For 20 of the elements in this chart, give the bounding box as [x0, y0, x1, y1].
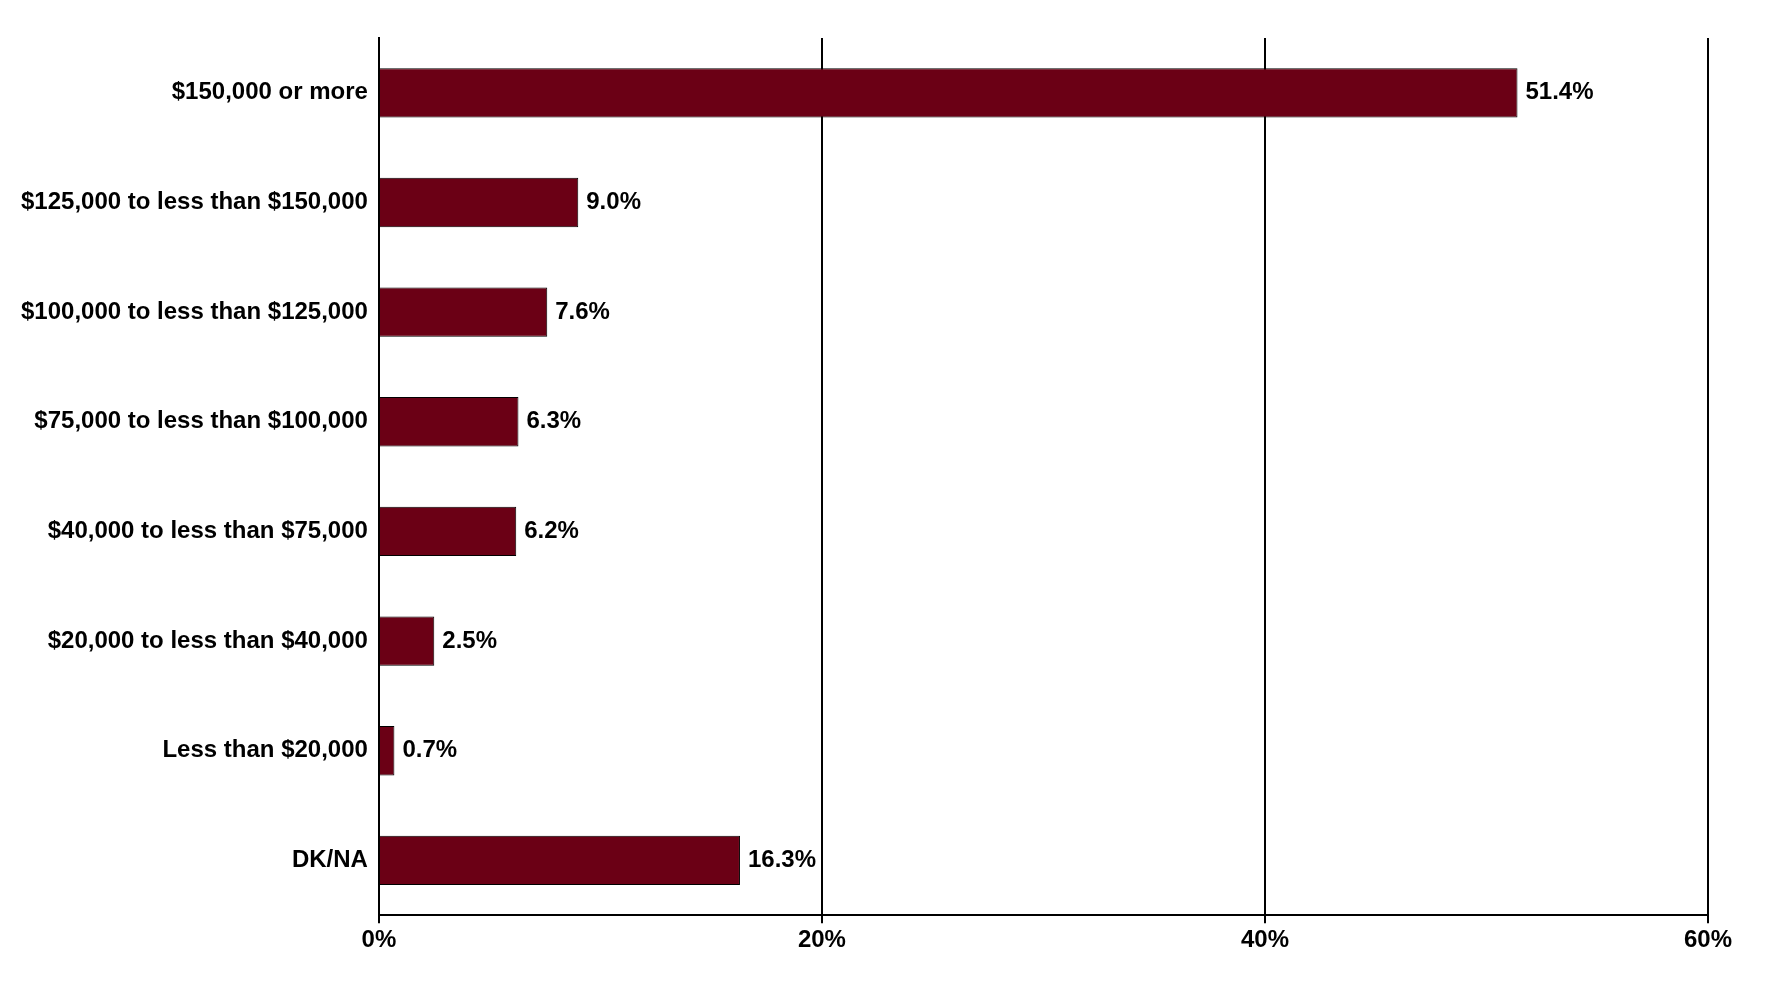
data-label: 7.6%	[555, 296, 610, 324]
y-tick-label: $150,000 or more	[171, 77, 368, 105]
x-tick-label: 20%	[797, 925, 846, 953]
data-label: 6.3%	[526, 406, 582, 434]
x-tick-label: 60%	[1683, 925, 1733, 953]
data-label: 51.4%	[1525, 77, 1594, 105]
y-tick-label: $40,000 to less than $75,000	[47, 516, 368, 544]
y-tick-label: $20,000 to less than $40,000	[47, 625, 368, 653]
data-label: 0.7%	[402, 735, 458, 763]
x-tick-label: 0%	[361, 925, 397, 953]
data-label: 16.3%	[747, 845, 817, 872]
data-label: 9.0%	[586, 187, 641, 215]
x-tick-label: 40%	[1240, 925, 1289, 953]
y-tick-label: $75,000 to less than $100,000	[34, 406, 368, 434]
y-tick-label: Less than $20,000	[162, 735, 368, 763]
y-tick-label: $125,000 to less than $150,000	[20, 187, 368, 215]
y-tick-label: $100,000 to less than $125,000	[20, 296, 368, 324]
data-label: 2.5%	[442, 625, 497, 653]
data-label: 6.2%	[524, 516, 579, 544]
y-tick-label: DK/NA	[291, 845, 368, 872]
